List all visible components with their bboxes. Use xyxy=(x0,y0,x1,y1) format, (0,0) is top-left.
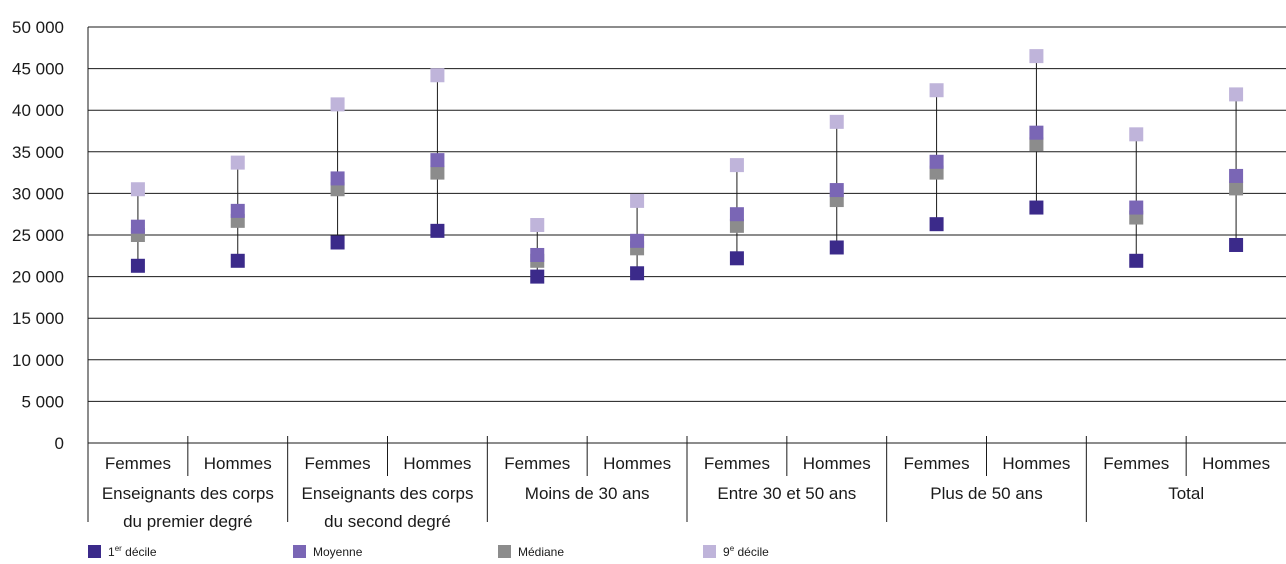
data-point xyxy=(330,182,345,197)
data-point xyxy=(330,171,345,186)
y-tick-label: 35 000 xyxy=(12,143,64,162)
data-points xyxy=(130,49,1244,284)
data-point xyxy=(130,258,145,273)
category-label: Hommes xyxy=(1002,454,1070,473)
data-point xyxy=(1029,200,1044,215)
data-point xyxy=(1129,253,1144,268)
data-point xyxy=(530,269,545,284)
group-label: Enseignants des corps xyxy=(102,484,274,503)
data-point xyxy=(929,165,944,180)
x-axis: Femmes Hommes Femmes Hommes Femmes Hommes Femm… xyxy=(87,27,1270,531)
grid-lines xyxy=(88,26,1286,444)
data-point xyxy=(630,266,645,281)
data-point xyxy=(729,207,744,222)
data-point xyxy=(1229,87,1244,102)
data-point xyxy=(230,253,245,268)
y-tick-label: 30 000 xyxy=(12,184,64,203)
data-point xyxy=(530,247,545,262)
data-point xyxy=(430,223,445,238)
y-tick-label: 0 xyxy=(55,434,64,453)
legend-swatch xyxy=(703,545,716,558)
legend-label: 1er décile xyxy=(108,544,157,559)
category-label: Femmes xyxy=(1103,454,1169,473)
group-label: Total xyxy=(1168,484,1204,503)
data-point xyxy=(1029,137,1044,152)
y-tick-label: 40 000 xyxy=(12,101,64,120)
category-label: Femmes xyxy=(105,454,171,473)
data-point xyxy=(829,240,844,255)
legend-label: Médiane xyxy=(518,545,564,559)
data-point xyxy=(1029,49,1044,64)
data-point xyxy=(430,165,445,180)
data-point xyxy=(829,114,844,129)
data-point xyxy=(230,203,245,218)
range-lines xyxy=(137,56,1237,277)
legend-label: 9e décile xyxy=(723,544,769,559)
group-label: Moins de 30 ans xyxy=(525,484,650,503)
data-point xyxy=(130,182,145,197)
data-point xyxy=(1129,200,1144,215)
category-label: Hommes xyxy=(204,454,272,473)
data-point xyxy=(729,158,744,173)
legend-label: Moyenne xyxy=(313,545,363,559)
legend-swatch xyxy=(88,545,101,558)
data-point xyxy=(1229,237,1244,252)
y-tick-label: 10 000 xyxy=(12,351,64,370)
y-axis-tick-labels: 0 5 000 10 000 15 000 20 000 25 000 30 000 35 0… xyxy=(12,18,64,453)
y-tick-label: 20 000 xyxy=(12,268,64,287)
data-point xyxy=(630,193,645,208)
data-point xyxy=(729,251,744,266)
group-label: Plus de 50 ans xyxy=(930,484,1042,503)
data-point xyxy=(630,233,645,248)
data-point xyxy=(1129,127,1144,142)
data-point xyxy=(1029,125,1044,140)
legend-swatch xyxy=(293,545,306,558)
category-label: Femmes xyxy=(305,454,371,473)
data-point xyxy=(130,219,145,234)
group-label-line2: du premier degré xyxy=(123,512,252,531)
data-point xyxy=(430,68,445,83)
data-point xyxy=(1229,168,1244,183)
data-point xyxy=(829,183,844,198)
data-point xyxy=(330,235,345,250)
category-label: Femmes xyxy=(504,454,570,473)
y-tick-label: 25 000 xyxy=(12,226,64,245)
data-point xyxy=(729,218,744,233)
category-label: Femmes xyxy=(704,454,770,473)
data-point xyxy=(929,83,944,98)
legend: 1er décile Moyenne Médiane 9e décile xyxy=(88,544,769,559)
data-point xyxy=(230,155,245,170)
data-point xyxy=(1229,181,1244,196)
category-label: Hommes xyxy=(1202,454,1270,473)
y-tick-label: 15 000 xyxy=(12,309,64,328)
legend-swatch xyxy=(498,545,511,558)
data-point xyxy=(530,218,545,233)
category-label: Femmes xyxy=(904,454,970,473)
y-tick-label: 5 000 xyxy=(21,392,64,411)
group-label-line2: du second degré xyxy=(324,512,451,531)
data-point xyxy=(929,217,944,232)
category-label: Hommes xyxy=(603,454,671,473)
group-label: Entre 30 et 50 ans xyxy=(717,484,856,503)
category-label: Hommes xyxy=(403,454,471,473)
category-label: Hommes xyxy=(803,454,871,473)
data-point xyxy=(430,153,445,168)
y-tick-label: 50 000 xyxy=(12,18,64,37)
data-point xyxy=(929,154,944,169)
y-tick-label: 45 000 xyxy=(12,60,64,79)
group-label: Enseignants des corps xyxy=(302,484,474,503)
data-point xyxy=(330,97,345,112)
